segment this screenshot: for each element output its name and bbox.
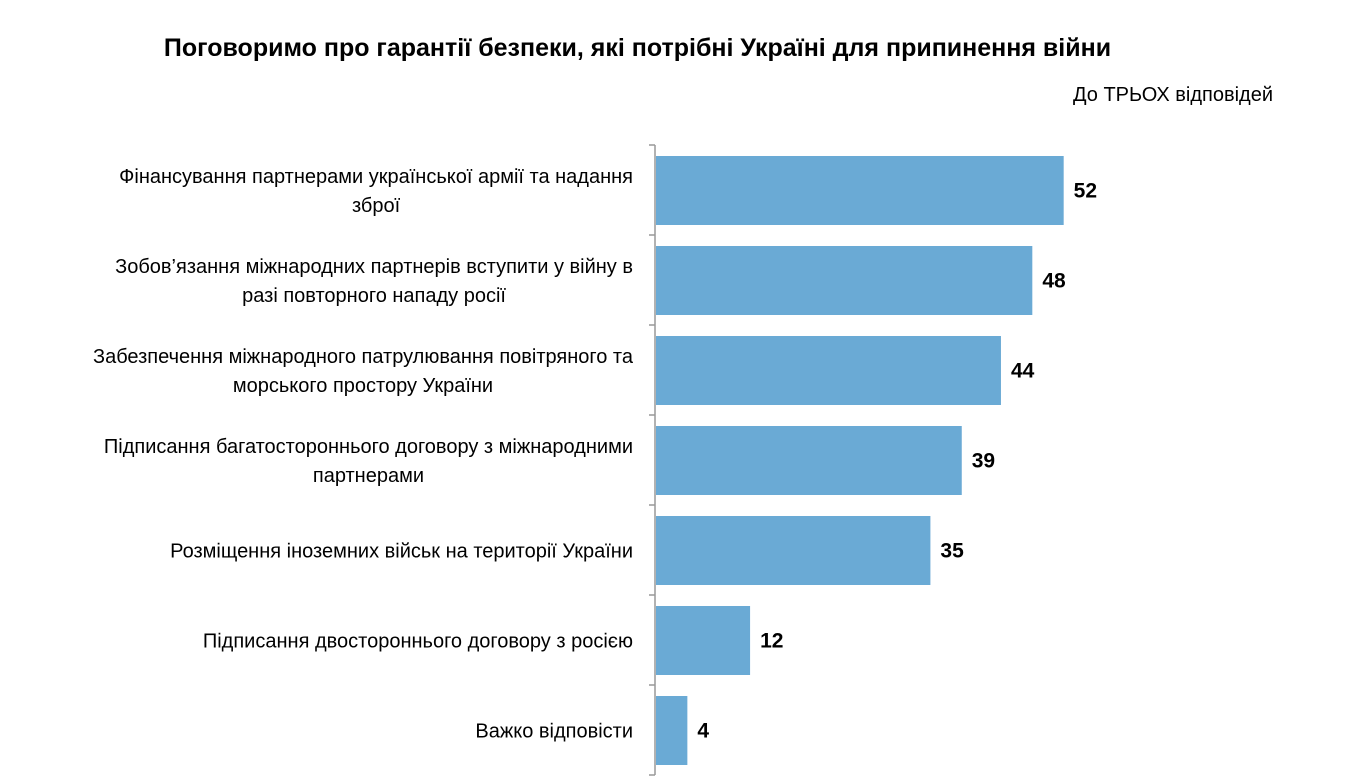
data-label: 35 xyxy=(940,540,964,563)
bar xyxy=(656,696,688,765)
chart-subtitle: До ТРЬОХ відповідей xyxy=(1073,84,1273,106)
bar xyxy=(656,156,1064,225)
data-label: 52 xyxy=(1074,180,1097,203)
bar xyxy=(656,426,962,495)
data-label: 12 xyxy=(760,630,783,653)
category-label: Важко відповісти xyxy=(475,721,633,743)
chart-title: Поговоримо про гарантії безпеки, які пот… xyxy=(163,34,1112,62)
bar xyxy=(656,606,751,675)
data-label: 4 xyxy=(697,720,709,743)
data-label: 44 xyxy=(1011,360,1035,383)
category-label: Фінансування партнерами української армі… xyxy=(119,166,633,217)
category-label: Зобов’язання міжнародних партнерів вступ… xyxy=(115,256,633,307)
category-label: Підписання двостороннього договору з рос… xyxy=(203,631,633,653)
category-label: Розміщення іноземних військ на території… xyxy=(170,541,633,563)
category-label: Підписання багатостороннього договору з … xyxy=(104,436,633,487)
category-label: Забезпечення міжнародного патрулювання п… xyxy=(93,346,634,397)
bar xyxy=(656,336,1001,405)
data-label: 48 xyxy=(1042,270,1066,293)
data-label: 39 xyxy=(972,450,995,473)
bar xyxy=(656,246,1033,315)
bar xyxy=(656,516,931,585)
